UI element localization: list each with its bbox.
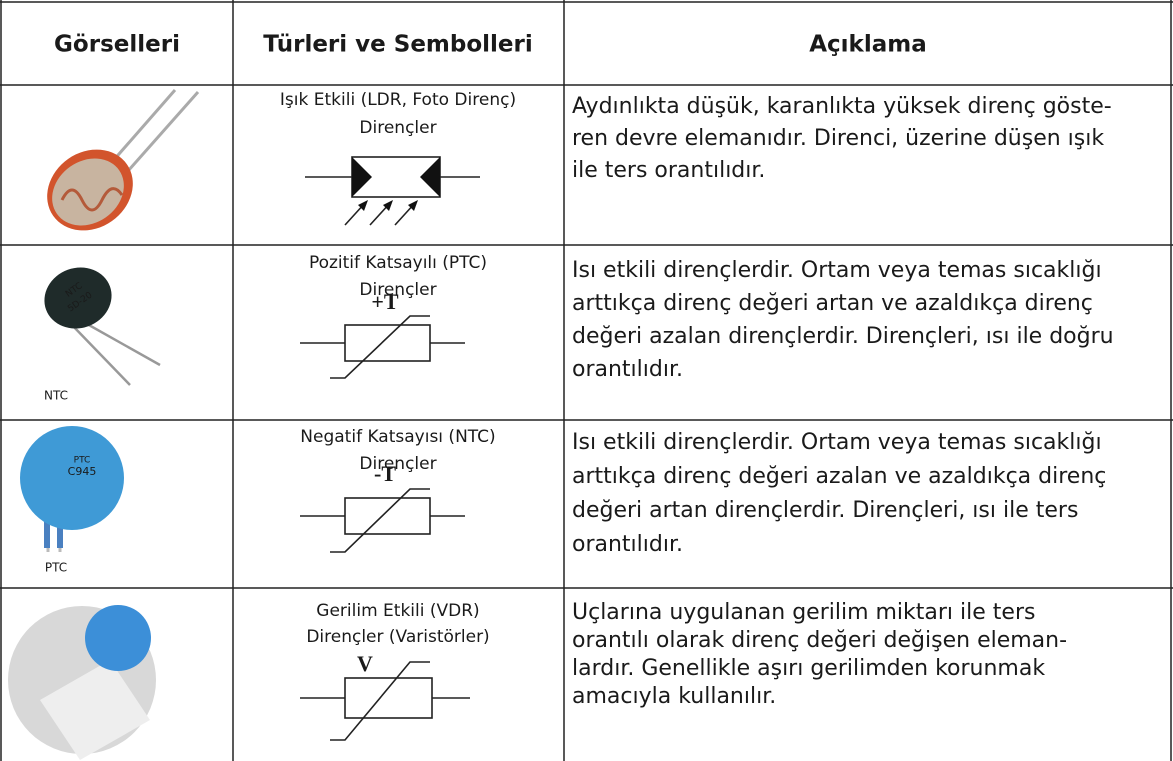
description-line: lardır. Genellikle aşırı gerilimden koru… <box>572 656 1045 681</box>
description-line: değeri azalan dirençlerdir. Dirençleri, … <box>572 324 1114 349</box>
type-line: Dirençler <box>359 280 436 300</box>
varistor-symbol <box>300 661 470 741</box>
description-line: orantılıdır. <box>572 532 683 557</box>
description-line: orantılıdır. <box>572 357 683 382</box>
thermistor-symbol <box>300 488 465 553</box>
type-line: Dirençler <box>359 454 436 474</box>
image-marking: C945 <box>68 465 97 478</box>
description-line: Isı etkili dirençlerdir. Ortam veya tema… <box>572 258 1102 283</box>
thermistor-photo: NTC 5D-20 <box>44 267 161 386</box>
symbol-label: -T <box>374 461 396 486</box>
header-cell: Türleri ve Sembolleri <box>263 32 533 58</box>
type-line: Negatif Katsayısı (NTC) <box>300 427 495 447</box>
image-marking: PTC <box>74 456 91 466</box>
description-line: ile ters orantılıdır. <box>572 158 765 183</box>
description-line: ren devre elemanıdır. Direnci, üzerine d… <box>572 126 1104 151</box>
ldr-symbol <box>305 156 480 226</box>
header-cell: Açıklama <box>809 32 927 58</box>
thermistor-photo: PTC C945 <box>20 426 124 552</box>
description-line: Isı etkili dirençlerdir. Ortam veya tema… <box>572 430 1102 455</box>
ldr-photo <box>47 89 200 231</box>
type-line: Işık Etkili (LDR, Foto Direnç) <box>280 90 516 110</box>
type-line: Dirençler <box>359 118 436 138</box>
varistor-photo <box>8 605 156 760</box>
type-line: Gerilim Etkili (VDR) <box>316 601 479 621</box>
type-line: Dirençler (Varistörler) <box>306 627 489 647</box>
description-line: arttıkça direnç değeri azalan ve azaldık… <box>572 464 1106 489</box>
description-line: Aydınlıkta düşük, karanlıkta yüksek dire… <box>572 94 1112 119</box>
thermistor-symbol <box>300 315 465 379</box>
type-line: Pozitif Katsayılı (PTC) <box>309 253 487 273</box>
symbol-label: V <box>357 651 373 676</box>
description-line: Uçlarına uygulanan gerilim miktarı ile t… <box>572 600 1035 625</box>
description-line: arttıkça direnç değeri artan ve azaldıkç… <box>572 291 1093 316</box>
description-line: orantılı olarak direnç değeri değişen el… <box>572 628 1067 653</box>
header-cell: Görselleri <box>54 32 180 58</box>
image-caption: PTC <box>45 561 67 575</box>
image-caption: NTC <box>44 389 68 403</box>
description-line: amacıyla kullanılır. <box>572 684 776 709</box>
description-line: değeri artan dirençlerdir. Dirençleri, ı… <box>572 498 1078 523</box>
symbol-label: +T <box>371 289 399 314</box>
